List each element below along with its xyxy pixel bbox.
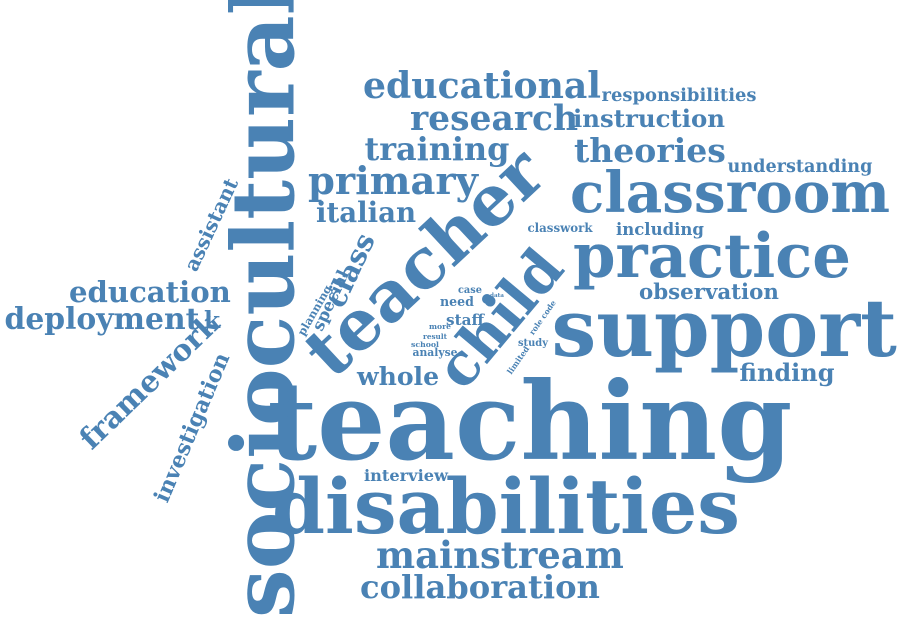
word-training: training [364,130,510,168]
word-mainstream: mainstream [376,532,624,577]
word-staff: staff [446,310,485,329]
word-data: data [490,293,504,299]
word-disabilities: disabilities [272,462,740,551]
word-analyse: analyse [412,345,458,359]
word-understanding: understanding [727,156,873,177]
word-result: result [423,331,447,341]
word-deployment: deployment [4,302,200,337]
word-responsibilities: responsibilities [601,85,757,106]
word-theories: theories [574,130,726,170]
word-classwork: classwork [527,221,593,235]
word-educational: educational [363,64,602,107]
word-support: support [551,280,897,375]
word-collaboration: collaboration [360,568,600,606]
word-k: k [204,306,221,334]
word-italian: italian [316,196,417,229]
word-education: education [69,274,231,309]
word-instruction: instruction [573,104,725,133]
word-need: need [440,293,474,309]
word-interview: interview [364,466,448,485]
word-case: case [458,285,482,296]
dot-mark [482,294,492,304]
word-finding: finding [739,358,835,387]
word-primary: primary [308,159,478,204]
word-research: research [410,98,579,139]
word-classroom: classroom [570,160,891,226]
word-more: more [429,322,451,331]
word-including: including [616,218,704,239]
word-whole: whole [357,360,440,391]
word-observation: observation [639,279,779,305]
word-practice: practice [573,220,851,292]
word-school: school [411,340,439,349]
word-study: study [518,338,548,349]
word-teaching: teaching [267,358,793,485]
